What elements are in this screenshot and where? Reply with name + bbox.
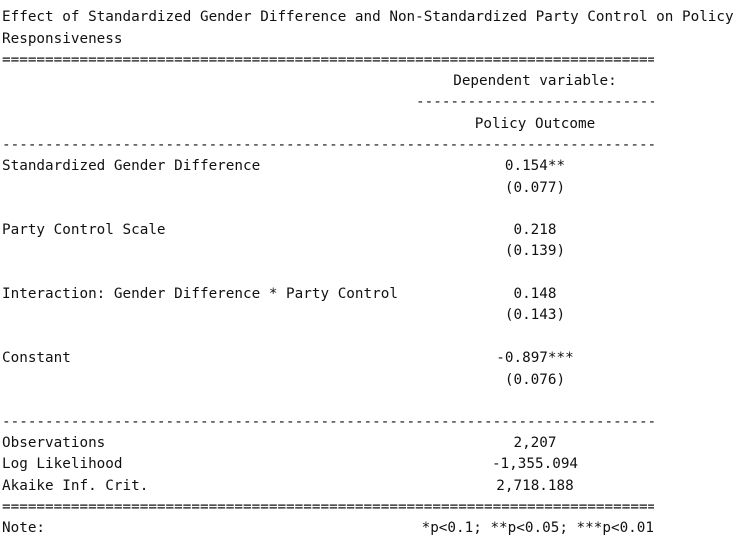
coef-standard-error: (0.076): [504, 372, 566, 388]
dependent-variable-name: Policy Outcome: [474, 116, 596, 132]
header-rule: ----------------------------------------…: [2, 137, 654, 153]
dependent-variable-header: Dependent variable:: [453, 73, 617, 89]
table-title-line-1: Effect of Standardized Gender Difference…: [2, 9, 734, 25]
stat-value: -1,355.094: [491, 456, 579, 472]
coef-label: Interaction: Gender Difference * Party C…: [2, 286, 398, 302]
bottom-double-rule: ========================================…: [2, 499, 654, 515]
coef-label: Party Control Scale: [2, 222, 166, 238]
coef-estimate: 0.154**: [504, 158, 566, 174]
stat-label: Observations: [2, 435, 106, 451]
significance-note: *p<0.1; **p<0.05; ***p<0.01: [421, 520, 654, 536]
stats-rule: ----------------------------------------…: [2, 414, 654, 430]
coef-standard-error: (0.143): [504, 307, 566, 323]
coef-standard-error: (0.077): [504, 180, 566, 196]
coef-estimate: 0.148: [513, 286, 557, 302]
coef-estimate: 0.218: [513, 222, 557, 238]
coef-standard-error: (0.139): [504, 243, 566, 259]
coef-estimate: -0.897***: [496, 350, 574, 366]
dependent-variable-underline: ----------------------------------------…: [416, 94, 654, 110]
stat-value: 2,718.188: [496, 478, 574, 494]
coef-label: Standardized Gender Difference: [2, 158, 261, 174]
stat-label: Akaike Inf. Crit.: [2, 478, 149, 494]
stat-label: Log Likelihood: [2, 456, 123, 472]
note-label: Note:: [2, 520, 46, 536]
coef-label: Constant: [2, 350, 71, 366]
table-title-line-2: Responsiveness: [2, 31, 123, 47]
stat-value: 2,207: [513, 435, 557, 451]
top-double-rule: ========================================…: [2, 52, 654, 68]
